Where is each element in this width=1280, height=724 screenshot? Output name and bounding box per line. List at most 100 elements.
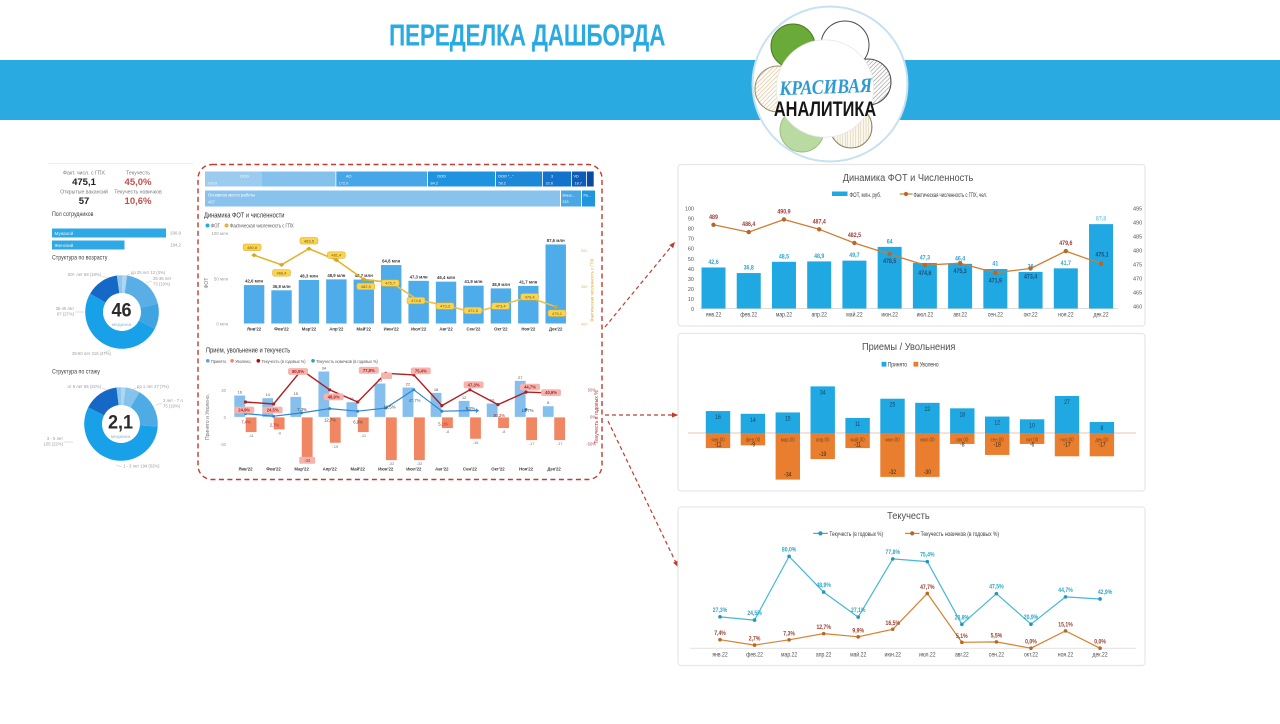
svg-text:авг.22: авг.22 (953, 312, 967, 318)
svg-text:Динамика ФОТ и Численность: Динамика ФОТ и Численность (843, 173, 974, 185)
svg-text:495: 495 (1133, 207, 1142, 213)
svg-text:60: 60 (688, 247, 694, 253)
svg-text:87 (27%): 87 (27%) (57, 312, 75, 317)
svg-text:Динамика ФОТ и численности: Динамика ФОТ и численности (204, 212, 285, 220)
svg-text:80,0%: 80,0% (292, 369, 304, 374)
svg-text:окт.22: окт.22 (1024, 652, 1038, 658)
svg-text:18: 18 (434, 387, 439, 392)
svg-text:35-45 лет: 35-45 лет (56, 306, 75, 311)
svg-text:36,8: 36,8 (744, 265, 755, 271)
svg-text:Текучесть новичков: Текучесть новичков (114, 190, 162, 196)
svg-text:медиана: медиана (111, 435, 131, 440)
svg-text:50+ лет 68 (18%): 50+ лет 68 (18%) (68, 272, 102, 277)
svg-text:24,5%: 24,5% (747, 611, 761, 617)
svg-text:Текучесть новичков (в годовых: Текучесть новичков (в годовых %) (316, 358, 378, 363)
svg-text:ПЕРЕДЕЛКА ДАШБОРДА: ПЕРЕДЕЛКА ДАШБОРДА (389, 17, 665, 52)
svg-text:47,3: 47,3 (920, 255, 930, 261)
svg-text:Фев'22: Фев'22 (274, 327, 289, 332)
svg-text:Фактическая численность с ГПХ: Фактическая численность с ГПХ (590, 258, 595, 321)
svg-text:475,1: 475,1 (1095, 252, 1109, 258)
svg-text:471,5: 471,5 (468, 308, 479, 313)
svg-text:7,4%: 7,4% (241, 420, 251, 425)
svg-text:50%: 50% (588, 388, 597, 393)
svg-text:14: 14 (750, 417, 756, 423)
svg-text:Авг'22: Авг'22 (439, 327, 453, 332)
svg-text:5,1%: 5,1% (438, 422, 448, 427)
svg-text:медиана: медиана (112, 323, 132, 328)
svg-text:фев.22: фев.22 (740, 312, 757, 318)
svg-text:ноя.22: ноя.22 (1058, 312, 1073, 318)
svg-text:18.7: 18.7 (575, 182, 582, 186)
svg-text:48,9 млн: 48,9 млн (327, 273, 345, 278)
svg-text:489: 489 (709, 214, 718, 220)
svg-text:30: 30 (688, 277, 694, 283)
svg-text:0,0%: 0,0% (1025, 639, 1037, 645)
svg-text:Принято и Уволено,: Принято и Уволено, (205, 394, 211, 440)
svg-text:3 лет - 7 л: 3 лет - 7 л (163, 398, 183, 403)
svg-text:Уволено,: Уволено, (235, 358, 251, 363)
svg-text:-11: -11 (854, 442, 861, 448)
svg-text:Мужской: Мужской (55, 230, 74, 236)
svg-text:ООО "...": ООО "..." (498, 175, 514, 179)
svg-text:27,3%: 27,3% (713, 608, 727, 614)
svg-text:Сен'22: Сен'22 (467, 327, 481, 332)
svg-text:Июл'22: Июл'22 (411, 327, 427, 332)
svg-text:47,7%: 47,7% (409, 398, 421, 403)
svg-text:-32: -32 (889, 470, 896, 476)
svg-text:июн.22: июн.22 (881, 312, 898, 318)
svg-text:490,9: 490,9 (777, 209, 790, 215)
svg-text:490: 490 (1133, 221, 1142, 227)
svg-text:мар.22: мар.22 (776, 312, 792, 318)
svg-text:ООО: ООО (240, 175, 249, 179)
svg-text:480: 480 (1133, 249, 1142, 255)
svg-text:7,4%: 7,4% (714, 631, 726, 637)
svg-text:Окт'22: Окт'22 (491, 467, 505, 472)
svg-text:40,9%: 40,9% (545, 390, 557, 395)
svg-text:Авг'22: Авг'22 (435, 467, 449, 472)
svg-text:Апр'22: Апр'22 (329, 327, 344, 332)
svg-text:486,4: 486,4 (742, 222, 756, 228)
svg-text:470: 470 (1133, 277, 1142, 283)
svg-text:ФОТ: ФОТ (204, 278, 210, 289)
svg-text:-32: -32 (417, 461, 424, 466)
svg-text:Окт'22: Окт'22 (494, 327, 508, 332)
svg-text:-17: -17 (1098, 442, 1105, 448)
svg-text:10: 10 (688, 297, 694, 303)
svg-text:41,7: 41,7 (1061, 261, 1071, 267)
svg-text:48,5: 48,5 (779, 254, 790, 260)
svg-text:203.8: 203.8 (208, 182, 218, 186)
svg-text:16: 16 (237, 390, 242, 395)
svg-text:1 - 3 лет 194 (52%): 1 - 3 лет 194 (52%) (123, 464, 160, 469)
svg-text:июл.00: июл.00 (920, 437, 935, 443)
svg-text:474,6: 474,6 (918, 271, 931, 277)
svg-text:Текучесть новичков (в годовых: Текучесть новичков (в годовых %) (921, 531, 999, 538)
svg-text:15: 15 (294, 391, 299, 396)
svg-text:35-50 лет 216 (47%): 35-50 лет 216 (47%) (72, 351, 112, 356)
svg-text:Структура по возрасту: Структура по возрасту (52, 255, 107, 262)
svg-text:0 млн: 0 млн (216, 322, 228, 327)
svg-text:VD: VD (574, 175, 580, 179)
svg-text:105 (22%): 105 (22%) (44, 442, 64, 447)
svg-text:100: 100 (685, 207, 694, 213)
svg-text:73 (19%): 73 (19%) (153, 282, 171, 287)
svg-text:-34: -34 (304, 458, 311, 463)
svg-text:Фев'22: Фев'22 (266, 467, 281, 472)
svg-text:465: 465 (1133, 291, 1142, 297)
svg-text:Текучесть (в годовых %): Текучесть (в годовых %) (262, 358, 307, 363)
svg-text:50 млн: 50 млн (214, 277, 229, 282)
svg-text:май.00: май.00 (851, 436, 865, 444)
svg-text:474,6: 474,6 (411, 298, 422, 303)
svg-text:6,9%: 6,9% (353, 420, 363, 425)
svg-text:460: 460 (1133, 305, 1142, 311)
svg-text:475,1: 475,1 (552, 311, 563, 316)
svg-text:450: 450 (581, 284, 588, 289)
svg-text:апр.00: апр.00 (816, 437, 830, 443)
svg-text:15: 15 (785, 416, 791, 422)
svg-text:87,6 млн: 87,6 млн (547, 238, 565, 243)
svg-text:467: 467 (208, 200, 216, 205)
svg-text:41: 41 (992, 261, 999, 267)
svg-text:12,7%: 12,7% (816, 625, 830, 631)
svg-text:75,4%: 75,4% (920, 552, 934, 558)
svg-text:46,4 млн: 46,4 млн (437, 275, 455, 280)
svg-text:8: 8 (547, 400, 550, 405)
